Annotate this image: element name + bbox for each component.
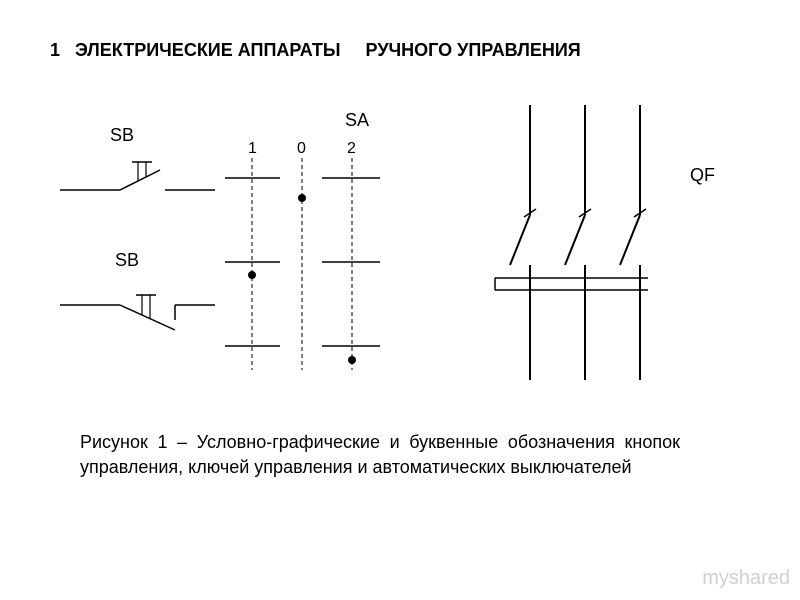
sb2-symbol bbox=[60, 295, 215, 330]
figure-caption: Рисунок 1 – Условно-графические и буквен… bbox=[80, 430, 680, 480]
qf-symbol bbox=[495, 105, 648, 380]
sb1-symbol bbox=[60, 162, 215, 190]
diagram-svg bbox=[0, 0, 800, 420]
sa-symbol bbox=[225, 158, 380, 370]
watermark: myshared bbox=[702, 567, 790, 590]
